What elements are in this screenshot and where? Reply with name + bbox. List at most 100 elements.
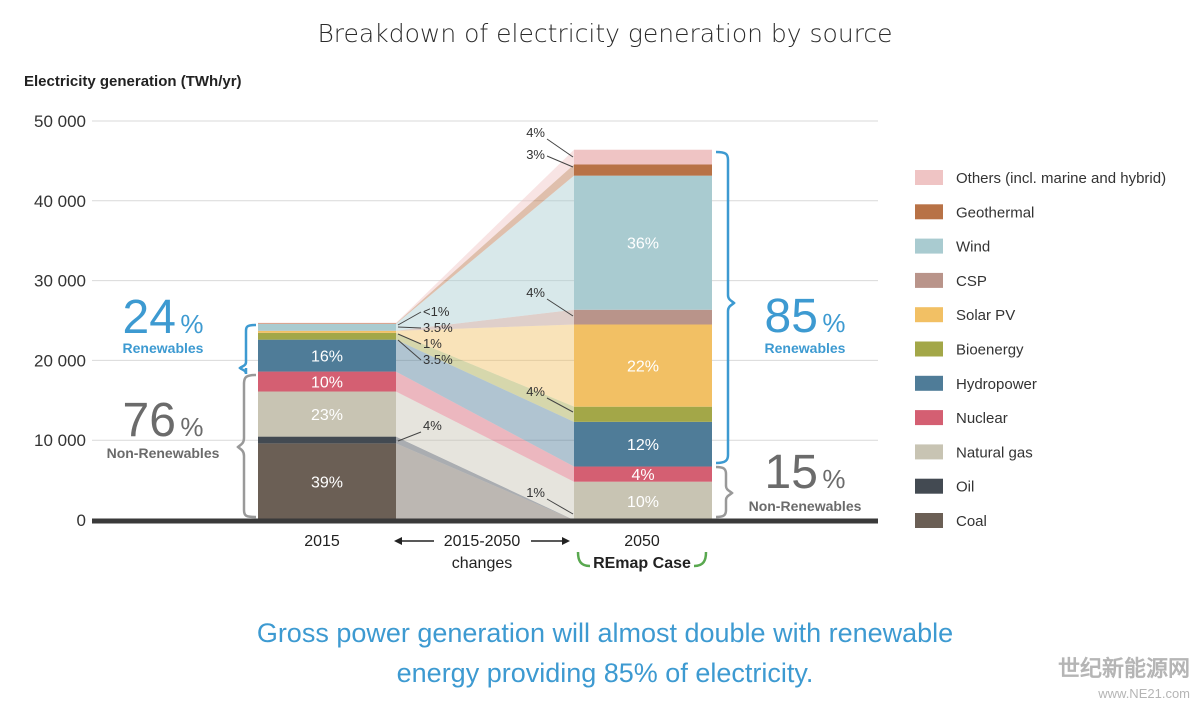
bar-2050-others bbox=[574, 149, 712, 165]
renewables-2015-label: Renewables bbox=[123, 340, 204, 356]
flow-oil bbox=[396, 436, 574, 520]
annotation-label: 1% bbox=[526, 485, 545, 500]
annotation-label: 1% bbox=[423, 336, 442, 351]
y-tick-label: 0 bbox=[77, 511, 86, 530]
segment-label: 23% bbox=[311, 407, 343, 424]
bar-2050-natural bbox=[574, 481, 712, 520]
y-tick-label: 20 000 bbox=[34, 351, 86, 370]
bar-2050-solar bbox=[574, 324, 712, 407]
flow-solar bbox=[396, 324, 574, 407]
legend-label: Solar PV bbox=[956, 307, 1015, 324]
nonrenewables-2050-pct: 15 % bbox=[765, 446, 846, 499]
legend-swatch bbox=[915, 410, 943, 426]
annotation-label: 4% bbox=[423, 418, 442, 433]
annotation-leader bbox=[546, 498, 574, 515]
bar-2050-bioenergy bbox=[574, 406, 712, 422]
nonrenewables-2050-bracket bbox=[715, 465, 734, 519]
legend: Others (incl. marine and hybrid) Geotherm… bbox=[915, 170, 1166, 530]
segment-label: 10% bbox=[627, 494, 659, 511]
annotation-label: 4% bbox=[526, 285, 545, 300]
y-ticks: 0 10 000 20 000 30 000 40 000 50 000 bbox=[34, 112, 86, 530]
segment-label: 10% bbox=[311, 375, 343, 392]
nonrenewables-2015-label: Non-Renewables bbox=[107, 445, 220, 461]
grid bbox=[92, 120, 878, 441]
bars: 39% 23% 10% 10% 4% 16% 12% 22% 36% bbox=[258, 149, 712, 520]
legend-swatch bbox=[915, 513, 943, 528]
bar-2015-solar bbox=[258, 330, 396, 333]
segment-label: 12% bbox=[627, 437, 659, 454]
nonrenewables-2015-pct: 76 % bbox=[123, 394, 204, 447]
bar-2015-others bbox=[258, 322, 396, 324]
legend-swatch bbox=[915, 444, 943, 460]
legend-swatch bbox=[915, 478, 943, 494]
flow-others bbox=[396, 149, 574, 324]
annotations: <1%3.5%1%3.5%4%4%3%4%4%1% bbox=[397, 125, 574, 515]
renewables-2015-bracket bbox=[238, 323, 257, 375]
legend-label: Geothermal bbox=[956, 204, 1034, 221]
legend-label: Bioenergy bbox=[956, 342, 1024, 359]
flow-wind bbox=[396, 175, 574, 331]
y-tick-label: 30 000 bbox=[34, 272, 86, 291]
segment-label: 39% bbox=[311, 475, 343, 492]
y-tick-label: 10 000 bbox=[34, 431, 86, 450]
change-flows bbox=[396, 149, 574, 520]
legend-swatch bbox=[915, 307, 943, 323]
segment-label: 4% bbox=[631, 467, 654, 484]
svg-text:changes: changes bbox=[452, 555, 513, 572]
bar-2015-wind bbox=[258, 323, 396, 331]
segment-label: 22% bbox=[627, 359, 659, 376]
nonrenewables-2050-label: Non-Renewables bbox=[749, 498, 862, 514]
legend-label: CSP bbox=[956, 273, 987, 290]
bar-2015-natural bbox=[258, 391, 396, 437]
legend-label: Nuclear bbox=[956, 410, 1008, 427]
svg-text:2015-2050: 2015-2050 bbox=[444, 533, 521, 550]
flow-csp bbox=[396, 309, 574, 331]
renewables-2050-pct: 85 % bbox=[765, 290, 846, 343]
segment-label: 36% bbox=[627, 236, 659, 253]
x-label-2015: 2015 bbox=[304, 533, 340, 550]
bar-2015-coal bbox=[258, 443, 396, 520]
legend-swatch bbox=[915, 170, 943, 185]
annotation-leader bbox=[397, 339, 422, 361]
annotation-leader bbox=[397, 333, 422, 345]
bar-2050-csp bbox=[574, 309, 712, 325]
y-tick-label: 50 000 bbox=[34, 112, 86, 131]
bar-2050-nuclear bbox=[574, 466, 712, 482]
bar-2050-geothermal bbox=[574, 164, 712, 176]
annotation-label: 3.5% bbox=[423, 352, 453, 367]
headline-line-1: Gross power generation will almost doubl… bbox=[257, 618, 953, 648]
bar-2015-oil bbox=[258, 436, 396, 444]
bar-2050-wind bbox=[574, 175, 712, 310]
bar-2015-nuclear bbox=[258, 371, 396, 392]
y-tick-label: 40 000 bbox=[34, 192, 86, 211]
flow-natural bbox=[396, 391, 574, 520]
segment-label: 16% bbox=[311, 349, 343, 366]
renewables-2050-bracket bbox=[715, 150, 736, 465]
x-label-2050: 2050 bbox=[624, 533, 660, 550]
bar-2050-hydropower bbox=[574, 421, 712, 467]
changes-label: 2015-2050 changes bbox=[394, 533, 570, 572]
y-axis-label: Electricity generation (TWh/yr) bbox=[24, 73, 242, 90]
annotation-leader bbox=[546, 155, 574, 168]
flow-geothermal bbox=[396, 164, 574, 324]
chart-title: Breakdown of electricity generation by s… bbox=[317, 19, 892, 48]
scenario-label: REmap Case bbox=[593, 555, 691, 572]
legend-label: Hydropower bbox=[956, 376, 1037, 393]
bar-2015-bioenergy bbox=[258, 332, 396, 340]
legend-swatch bbox=[915, 375, 943, 391]
nonrenewables-2015-bracket bbox=[236, 373, 257, 519]
headline-line-2: energy providing 85% of electricity. bbox=[397, 658, 814, 688]
annotation-leader bbox=[397, 311, 422, 326]
legend-label: Coal bbox=[956, 513, 987, 530]
annotation-leader bbox=[546, 138, 574, 158]
annotation-label: <1% bbox=[423, 304, 450, 319]
legend-label: Natural gas bbox=[956, 444, 1033, 461]
legend-label: Oil bbox=[956, 479, 974, 496]
bar-2015-geothermal bbox=[258, 323, 396, 324]
legend-swatch bbox=[915, 204, 943, 220]
legend-swatch bbox=[915, 238, 943, 254]
renewables-2050-label: Renewables bbox=[765, 340, 846, 356]
flow-nuclear bbox=[396, 371, 574, 482]
scenario-underline bbox=[576, 551, 708, 568]
